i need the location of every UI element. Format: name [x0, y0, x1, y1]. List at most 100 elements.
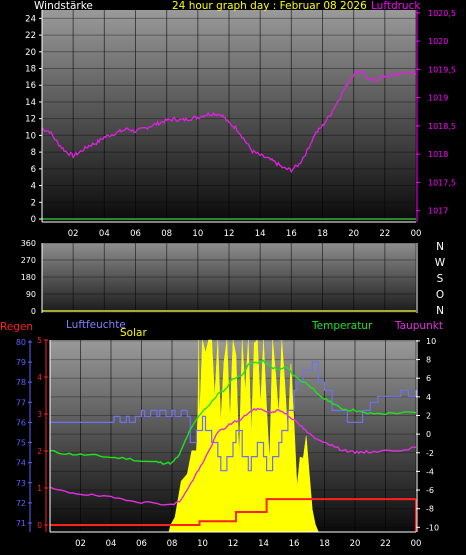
compass-label: S — [437, 273, 444, 285]
temp-tick-label: 8 — [426, 356, 431, 365]
x-tick-label: 22 — [379, 229, 390, 239]
wind-speed-label: Windstärke — [34, 0, 93, 12]
humidity-tick-label: 79 — [16, 358, 26, 367]
pressure-label: Luftdruck — [371, 0, 421, 12]
rain-tick-label: 5 — [37, 336, 42, 345]
pressure-tick-label: 1017 — [428, 207, 448, 216]
temp-tick-label: 2 — [426, 411, 431, 420]
humidity-tick-label: 76 — [16, 418, 26, 427]
direction-tick-label: 0 — [31, 307, 36, 316]
temp-tick-label: 0 — [426, 430, 431, 439]
humidity-tick-label: 72 — [16, 499, 26, 508]
x-tick-label: 06 — [130, 229, 141, 239]
pressure-line — [41, 70, 417, 174]
pressure-tick-label: 1019 — [428, 94, 448, 103]
temperature-label: Temperatur — [311, 320, 373, 332]
direction-tick-label: 180 — [21, 273, 36, 282]
temp-tick-label: 4 — [426, 393, 431, 402]
rain-tick-label: 0 — [37, 521, 42, 530]
humidity-tick-label: 78 — [16, 378, 26, 387]
pressure-tick-label: 1017,5 — [428, 178, 456, 187]
x-tick-label: 02 — [68, 229, 79, 239]
wind-tick-label: 4 — [31, 182, 36, 192]
temp-tick-label: 6 — [426, 374, 431, 383]
rain-tick-label: 2 — [37, 447, 42, 456]
x-tick-label: 08 — [167, 539, 178, 549]
x-tick-label: 00 — [411, 229, 422, 239]
x-tick-label: 22 — [380, 539, 391, 549]
wind-tick-label: 22 — [25, 31, 36, 41]
humidity-label: Luftfeuchte — [66, 319, 126, 331]
x-tick-label: 16 — [286, 229, 297, 239]
x-tick-label: 10 — [197, 539, 208, 549]
dewpoint-line — [49, 407, 417, 506]
axes — [28, 10, 420, 533]
temp-tick-label: -8 — [426, 505, 434, 514]
x-tick-label: 00 — [411, 539, 422, 549]
rain-line — [50, 498, 416, 526]
wind-tick-label: 16 — [25, 81, 36, 91]
compass-label: N — [436, 305, 444, 317]
rain-label: Regen — [0, 321, 33, 333]
temp-tick-label: -10 — [426, 523, 439, 532]
rain-tick-label: 3 — [37, 410, 42, 419]
wind-tick-label: 20 — [25, 48, 36, 58]
x-tick-label: 04 — [99, 229, 110, 239]
chart-title: 24 hour graph day : Februar 08 2026 — [172, 0, 367, 12]
humidity-tick-label: 71 — [16, 519, 26, 528]
x-tick-label: 10 — [192, 229, 203, 239]
pressure-tick-label: 1020 — [428, 37, 448, 46]
pressure-tick-label: 1018 — [428, 150, 448, 159]
wind-tick-label: 10 — [25, 131, 36, 141]
x-tick-label: 06 — [136, 539, 147, 549]
wind-tick-label: 2 — [31, 198, 36, 208]
x-tick-label: 16 — [289, 539, 300, 549]
temperature-line — [49, 359, 417, 465]
humidity-line — [50, 361, 417, 472]
direction-tick-label: 360 — [21, 239, 36, 248]
x-tick-label: 14 — [258, 539, 269, 549]
temp-tick-label: -6 — [426, 486, 434, 495]
humidity-tick-label: 80 — [16, 338, 26, 347]
humidity-tick-label: 73 — [16, 479, 26, 488]
compass-label: O — [436, 289, 444, 301]
x-tick-label: 02 — [75, 539, 86, 549]
dewpoint-label: Taupunkt — [394, 320, 443, 332]
wind-tick-label: 12 — [25, 115, 36, 125]
humidity-tick-label: 75 — [16, 439, 26, 448]
x-tick-label: 18 — [319, 539, 330, 549]
pressure-tick-label: 1019,5 — [428, 65, 456, 74]
temp-tick-label: 10 — [426, 337, 436, 346]
wind-tick-label: 14 — [25, 98, 36, 108]
tick-labels: 02 04 06 08 10 12 14 16 18 20 22 000246810121416182… — [16, 9, 456, 549]
temp-tick-label: -2 — [426, 449, 434, 458]
x-tick-label: 12 — [228, 539, 239, 549]
temp-tick-label: -4 — [426, 467, 434, 476]
x-tick-label: 14 — [255, 229, 266, 239]
direction-tick-label: 270 — [21, 256, 36, 265]
wind-tick-label: 8 — [31, 148, 36, 158]
compass-label: W — [435, 257, 446, 269]
x-tick-label: 20 — [350, 539, 361, 549]
pressure-tick-label: 1018,5 — [428, 122, 456, 131]
data-series — [41, 70, 417, 533]
x-tick-label: 04 — [106, 539, 117, 549]
pressure-tick-label: 1020,5 — [428, 9, 456, 18]
x-tick-label: 12 — [224, 229, 235, 239]
wind-tick-label: 0 — [31, 215, 36, 225]
wind-tick-label: 24 — [25, 14, 36, 24]
humidity-tick-label: 74 — [16, 459, 26, 468]
rain-tick-label: 1 — [37, 484, 42, 493]
humidity-tick-label: 77 — [16, 398, 26, 407]
wind-tick-label: 6 — [31, 165, 36, 175]
wind-tick-label: 18 — [25, 65, 36, 75]
direction-tick-label: 90 — [26, 290, 36, 299]
x-tick-label: 08 — [161, 229, 172, 239]
x-tick-label: 20 — [348, 229, 359, 239]
compass-label: N — [436, 241, 444, 253]
solar-label: Solar — [120, 327, 147, 339]
x-tick-label: 18 — [317, 229, 328, 239]
grid-lines — [42, 10, 417, 532]
rain-tick-label: 4 — [37, 373, 42, 382]
